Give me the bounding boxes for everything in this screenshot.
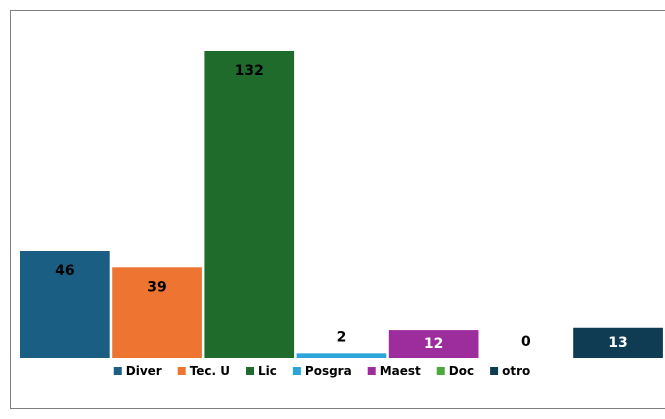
legend-swatch — [436, 367, 445, 375]
legend-label: Doc — [449, 364, 474, 378]
bar — [388, 330, 479, 358]
bar — [204, 51, 295, 358]
legend-swatch — [246, 367, 255, 375]
legend-label: otro — [502, 364, 530, 378]
bar — [573, 327, 663, 358]
value-label: 46 — [55, 263, 74, 279]
legend-swatch — [292, 367, 301, 375]
legend-label: Posgra — [305, 364, 352, 378]
legend-label: Diver — [126, 364, 162, 378]
legend-label: Tec. U — [190, 364, 230, 378]
legend-label: Maest — [380, 364, 421, 378]
legend-swatch — [113, 367, 122, 375]
value-label: 2 — [337, 329, 347, 345]
value-label: 132 — [235, 63, 264, 79]
value-label: 13 — [608, 335, 627, 351]
value-label: 39 — [147, 279, 166, 295]
legend-swatch — [177, 367, 186, 375]
value-label: 0 — [521, 334, 531, 350]
value-label: 12 — [424, 336, 443, 352]
legend-swatch — [367, 367, 376, 375]
bar — [112, 267, 202, 358]
bar — [20, 251, 110, 358]
legend-swatch — [490, 367, 499, 375]
bar — [296, 353, 387, 358]
legend-label: Lic — [258, 364, 277, 378]
